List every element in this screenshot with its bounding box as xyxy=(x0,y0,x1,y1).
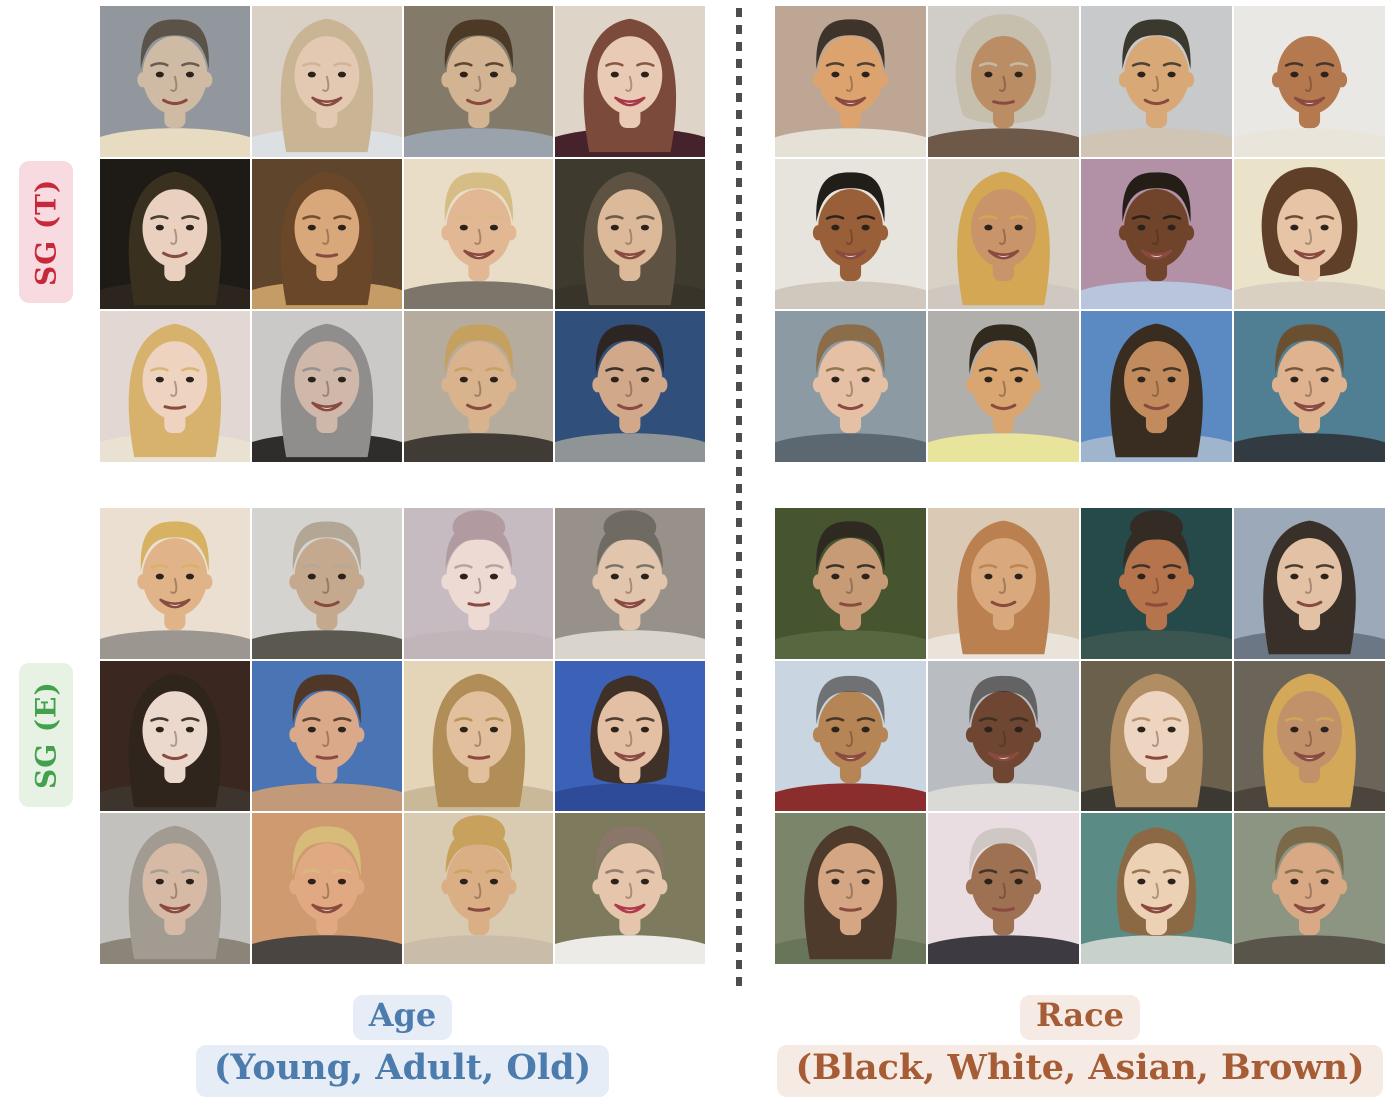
vertical-dotted-divider xyxy=(736,8,742,986)
face-image xyxy=(775,158,926,310)
face-image xyxy=(1081,508,1232,659)
face-grid-sg-e-age xyxy=(100,508,705,964)
face-image xyxy=(251,311,402,462)
age-title-badge: Age xyxy=(352,995,453,1041)
race-title-badge: Race xyxy=(1020,995,1140,1041)
face-image xyxy=(100,813,250,964)
face-grid-sg-e-race xyxy=(775,508,1385,964)
face-image xyxy=(775,508,926,659)
face-image xyxy=(555,813,705,964)
face-image xyxy=(1234,813,1385,964)
face-image xyxy=(251,508,402,659)
face-image xyxy=(928,311,1079,462)
face-image xyxy=(251,158,402,310)
face-grid-sg-t-age xyxy=(100,6,705,462)
face-image xyxy=(1234,660,1385,812)
face-image xyxy=(1234,311,1385,462)
face-image xyxy=(555,508,705,659)
face-image xyxy=(555,6,705,157)
face-image xyxy=(775,6,926,157)
face-image xyxy=(1081,660,1232,812)
face-image xyxy=(403,6,554,157)
face-image xyxy=(1234,158,1385,310)
face-image xyxy=(775,311,926,462)
face-image xyxy=(403,508,554,659)
row-label-sg-t: SG (T) xyxy=(19,161,73,303)
column-label-race: Race (Black, White, Asian, Brown) xyxy=(775,995,1385,1097)
face-grid-sg-t-race xyxy=(775,6,1385,462)
face-image xyxy=(1081,158,1232,310)
face-image xyxy=(928,6,1079,157)
face-image xyxy=(1081,6,1232,157)
face-image xyxy=(1081,311,1232,462)
face-image xyxy=(1234,6,1385,157)
face-image xyxy=(403,158,554,310)
face-image xyxy=(555,158,705,310)
face-image xyxy=(100,158,250,310)
age-subtitle-badge: (Young, Adult, Old) xyxy=(195,1045,610,1097)
face-image xyxy=(251,660,402,812)
face-image xyxy=(403,660,554,812)
face-image xyxy=(403,813,554,964)
face-image xyxy=(251,6,402,157)
row-label-sg-t-text: SG (T) xyxy=(29,178,63,286)
face-image xyxy=(775,813,926,964)
row-label-sg-e-text: SG (E) xyxy=(29,681,63,789)
row-label-sg-e: SG (E) xyxy=(19,663,73,807)
race-subtitle-badge: (Black, White, Asian, Brown) xyxy=(777,1045,1383,1097)
face-image xyxy=(100,311,250,462)
column-label-age: Age (Young, Adult, Old) xyxy=(100,995,705,1097)
face-image xyxy=(403,311,554,462)
face-image xyxy=(928,508,1079,659)
face-image xyxy=(100,6,250,157)
face-image xyxy=(100,660,250,812)
face-image xyxy=(928,158,1079,310)
face-image xyxy=(1234,508,1385,659)
face-image xyxy=(928,813,1079,964)
face-image xyxy=(251,813,402,964)
face-image xyxy=(775,660,926,812)
face-image xyxy=(928,660,1079,812)
face-image xyxy=(100,508,250,659)
face-image xyxy=(555,660,705,812)
face-image xyxy=(555,311,705,462)
face-image xyxy=(1081,813,1232,964)
